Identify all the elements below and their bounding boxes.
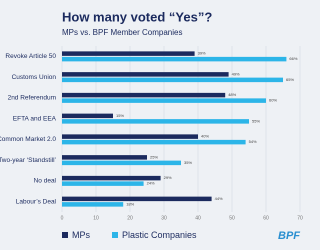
chart-title: How many voted “Yes”? bbox=[62, 9, 212, 24]
legend-label: Plastic Companies bbox=[122, 230, 197, 240]
x-tick-label: 40 bbox=[195, 215, 201, 221]
value-label: 24% bbox=[147, 181, 155, 186]
bar bbox=[62, 175, 161, 181]
bar bbox=[62, 119, 249, 124]
y-tick-label: Labour’s Deal bbox=[16, 198, 57, 205]
x-tick-label: 20 bbox=[127, 215, 133, 221]
value-label: 40% bbox=[201, 134, 209, 139]
value-label: 55% bbox=[252, 118, 260, 123]
chart-subtitle: MPs vs. BPF Member Companies bbox=[62, 28, 182, 37]
legend-swatch bbox=[62, 232, 68, 238]
bar bbox=[62, 160, 181, 166]
value-label: 66% bbox=[289, 56, 297, 61]
x-tick-label: 50 bbox=[229, 215, 235, 221]
y-tick-label: Common Market 2.0 bbox=[0, 136, 56, 143]
bar bbox=[62, 51, 195, 56]
value-label: 25% bbox=[150, 154, 158, 159]
value-label: 65% bbox=[286, 77, 294, 82]
y-tick-label: Two-year ‘Standstill’ bbox=[0, 157, 57, 164]
bar bbox=[62, 202, 124, 207]
logo: BPF bbox=[278, 230, 300, 242]
y-tick-label: Customs Union bbox=[12, 74, 57, 81]
bar bbox=[62, 139, 246, 145]
chart: How many voted “Yes”? MPs vs. BPF Member… bbox=[0, 9, 303, 242]
x-tick-label: 30 bbox=[161, 215, 167, 221]
bar bbox=[62, 181, 144, 186]
y-tick-label: 2nd Referendum bbox=[8, 95, 56, 102]
value-label: 48% bbox=[228, 92, 236, 97]
value-label: 44% bbox=[215, 196, 223, 201]
value-label: 35% bbox=[184, 160, 192, 165]
y-tick-label: No deal bbox=[34, 178, 57, 185]
bar bbox=[62, 77, 283, 83]
bar bbox=[62, 98, 266, 103]
value-label: 39% bbox=[198, 51, 206, 56]
value-label: 49% bbox=[232, 71, 240, 76]
bar bbox=[62, 155, 147, 160]
bar bbox=[62, 92, 226, 98]
value-label: 60% bbox=[269, 98, 277, 103]
x-tick-label: 10 bbox=[93, 215, 99, 221]
bar bbox=[62, 56, 287, 62]
value-label: 54% bbox=[249, 139, 257, 144]
legend-label: MPs bbox=[72, 230, 91, 240]
legend-swatch bbox=[112, 232, 118, 238]
bar bbox=[62, 72, 229, 77]
value-label: 29% bbox=[164, 175, 172, 180]
bar bbox=[62, 134, 198, 139]
x-tick-label: 60 bbox=[263, 215, 269, 221]
bar bbox=[62, 113, 113, 119]
value-label: 15% bbox=[116, 113, 124, 118]
x-tick-label: 70 bbox=[297, 215, 303, 221]
y-tick-label: Revoke Article 50 bbox=[5, 53, 56, 60]
bar bbox=[62, 196, 212, 202]
value-label: 18% bbox=[126, 201, 134, 206]
y-tick-label: EFTA and EEA bbox=[13, 115, 57, 122]
x-tick-label: 0 bbox=[61, 215, 64, 221]
